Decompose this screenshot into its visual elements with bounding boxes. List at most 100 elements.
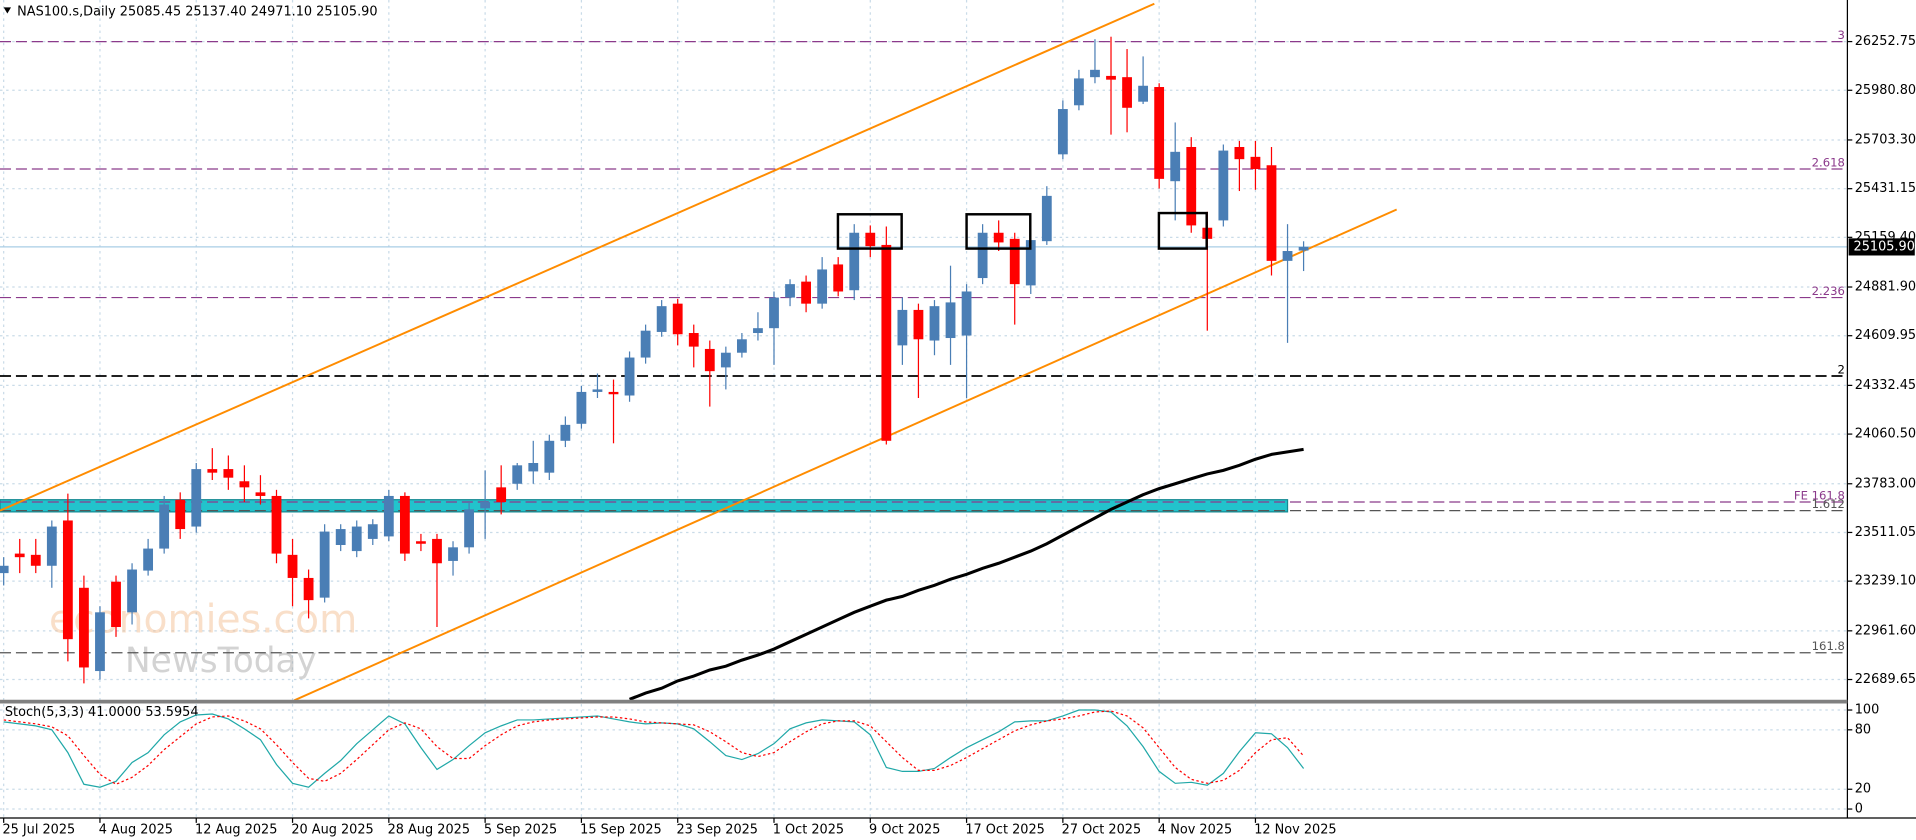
chart-header: NAS100.s,Daily 25085.45 25137.40 24971.1… <box>17 5 377 20</box>
candle-body <box>849 232 860 291</box>
indicator-title: Stoch(5,3,3) 41.0000 53.5954 <box>5 705 199 720</box>
candle-body <box>14 553 25 558</box>
candle-body <box>335 529 346 546</box>
candle-body <box>1234 146 1245 160</box>
candle-body <box>143 548 154 571</box>
y-tick-label: 26252.75 <box>1855 34 1916 49</box>
candle-body <box>993 232 1004 243</box>
x-tick-label: 15 Sep 2025 <box>580 823 662 838</box>
candle-body <box>191 469 202 527</box>
candle-body <box>1250 156 1261 170</box>
candle-body <box>255 492 266 496</box>
candle-body <box>1106 75 1116 80</box>
candle-body <box>1170 151 1181 182</box>
candle-body <box>271 495 282 554</box>
candle-body <box>736 339 747 353</box>
candle-body <box>753 328 763 334</box>
channel-line <box>0 2 1155 512</box>
candle-body <box>1266 165 1277 261</box>
y-tick-label: 22961.60 <box>1855 623 1916 638</box>
annotation-box <box>1157 211 1208 250</box>
candle-body <box>560 424 571 441</box>
level-label: 2 <box>1838 362 1845 376</box>
candle-body <box>608 391 619 395</box>
y-tick-label: 23239.10 <box>1855 574 1916 589</box>
candle-body <box>111 581 121 628</box>
annotation-box <box>965 213 1032 250</box>
candle-body <box>640 330 651 358</box>
candle-body <box>576 391 587 424</box>
plot-layer: 3 2.618 2.236 2 FE 161.81.612 161.8 <box>0 2 1848 701</box>
candle-body <box>79 587 89 668</box>
moving-average <box>629 447 1304 701</box>
candle-body <box>416 541 426 544</box>
y-tick-label: 0 <box>1855 802 1863 817</box>
price-tag-label: 25105.90 <box>1854 239 1915 254</box>
candle-body <box>399 495 410 554</box>
indicator-line <box>3 709 1305 788</box>
candle-body <box>223 469 234 478</box>
y-tick-label: 80 <box>1855 722 1871 737</box>
candle-body <box>1074 78 1084 106</box>
level-label: 2.618 <box>1812 155 1845 169</box>
price-tag <box>1848 238 1915 256</box>
candle-body <box>432 538 442 564</box>
candle-body <box>319 531 330 598</box>
candle-body <box>624 357 635 396</box>
candle-body <box>817 269 828 304</box>
candle-body <box>1090 69 1100 78</box>
level-label: 1.612 <box>1812 497 1845 511</box>
grid-layer <box>0 0 1848 818</box>
y-tick-label: 25703.30 <box>1855 132 1916 147</box>
candle-body <box>62 520 73 640</box>
candle-body <box>46 526 57 566</box>
y-tick-label: 20 <box>1855 782 1871 797</box>
candle-body <box>688 333 699 347</box>
x-tick-label: 23 Sep 2025 <box>676 823 758 838</box>
candle-body <box>897 309 908 346</box>
y-tick-label: 23783.00 <box>1855 476 1916 491</box>
level-label: 161.8 <box>1812 639 1845 653</box>
candle-body <box>656 306 667 332</box>
x-tick-label: 5 Sep 2025 <box>484 823 557 838</box>
candle-body <box>977 232 988 279</box>
x-tick-label: 9 Oct 2025 <box>869 823 940 838</box>
x-tick-label: 17 Oct 2025 <box>965 823 1045 838</box>
candle-body <box>1282 251 1293 261</box>
x-tick-label: 28 Aug 2025 <box>388 823 470 838</box>
level-label: FE 161.8 <box>1794 488 1845 502</box>
y-tick-label: 25431.15 <box>1855 181 1916 196</box>
candle-body <box>367 524 378 539</box>
candle-body <box>1186 146 1197 226</box>
candle-body <box>480 502 491 509</box>
candle-body <box>528 462 539 472</box>
candle-body <box>1138 85 1149 102</box>
candle-body <box>1009 238 1020 285</box>
candle-body <box>0 565 9 574</box>
candle-body <box>704 348 715 372</box>
candle-body <box>801 281 811 304</box>
candle-body <box>945 302 956 339</box>
x-tick-label: 12 Aug 2025 <box>195 823 277 838</box>
candle-body <box>127 569 137 613</box>
y-tick-label: 24881.90 <box>1855 280 1916 295</box>
candle-body <box>544 440 555 473</box>
level-label: 3 <box>1838 28 1845 42</box>
candle-body <box>287 554 298 578</box>
candle-body <box>351 526 362 552</box>
menu-icon[interactable] <box>3 7 12 14</box>
x-tick-label: 4 Aug 2025 <box>99 823 173 838</box>
candle-body <box>383 495 394 537</box>
annotation-box <box>836 213 903 250</box>
candle-body <box>1041 195 1052 242</box>
candle-body <box>672 303 683 335</box>
x-tick-label: 12 Nov 2025 <box>1254 823 1336 838</box>
watermark: NewsToday <box>125 641 317 681</box>
candle-body <box>1025 240 1036 286</box>
candle-body <box>913 309 924 340</box>
candle-body <box>95 612 105 672</box>
candle-body <box>1298 246 1309 251</box>
